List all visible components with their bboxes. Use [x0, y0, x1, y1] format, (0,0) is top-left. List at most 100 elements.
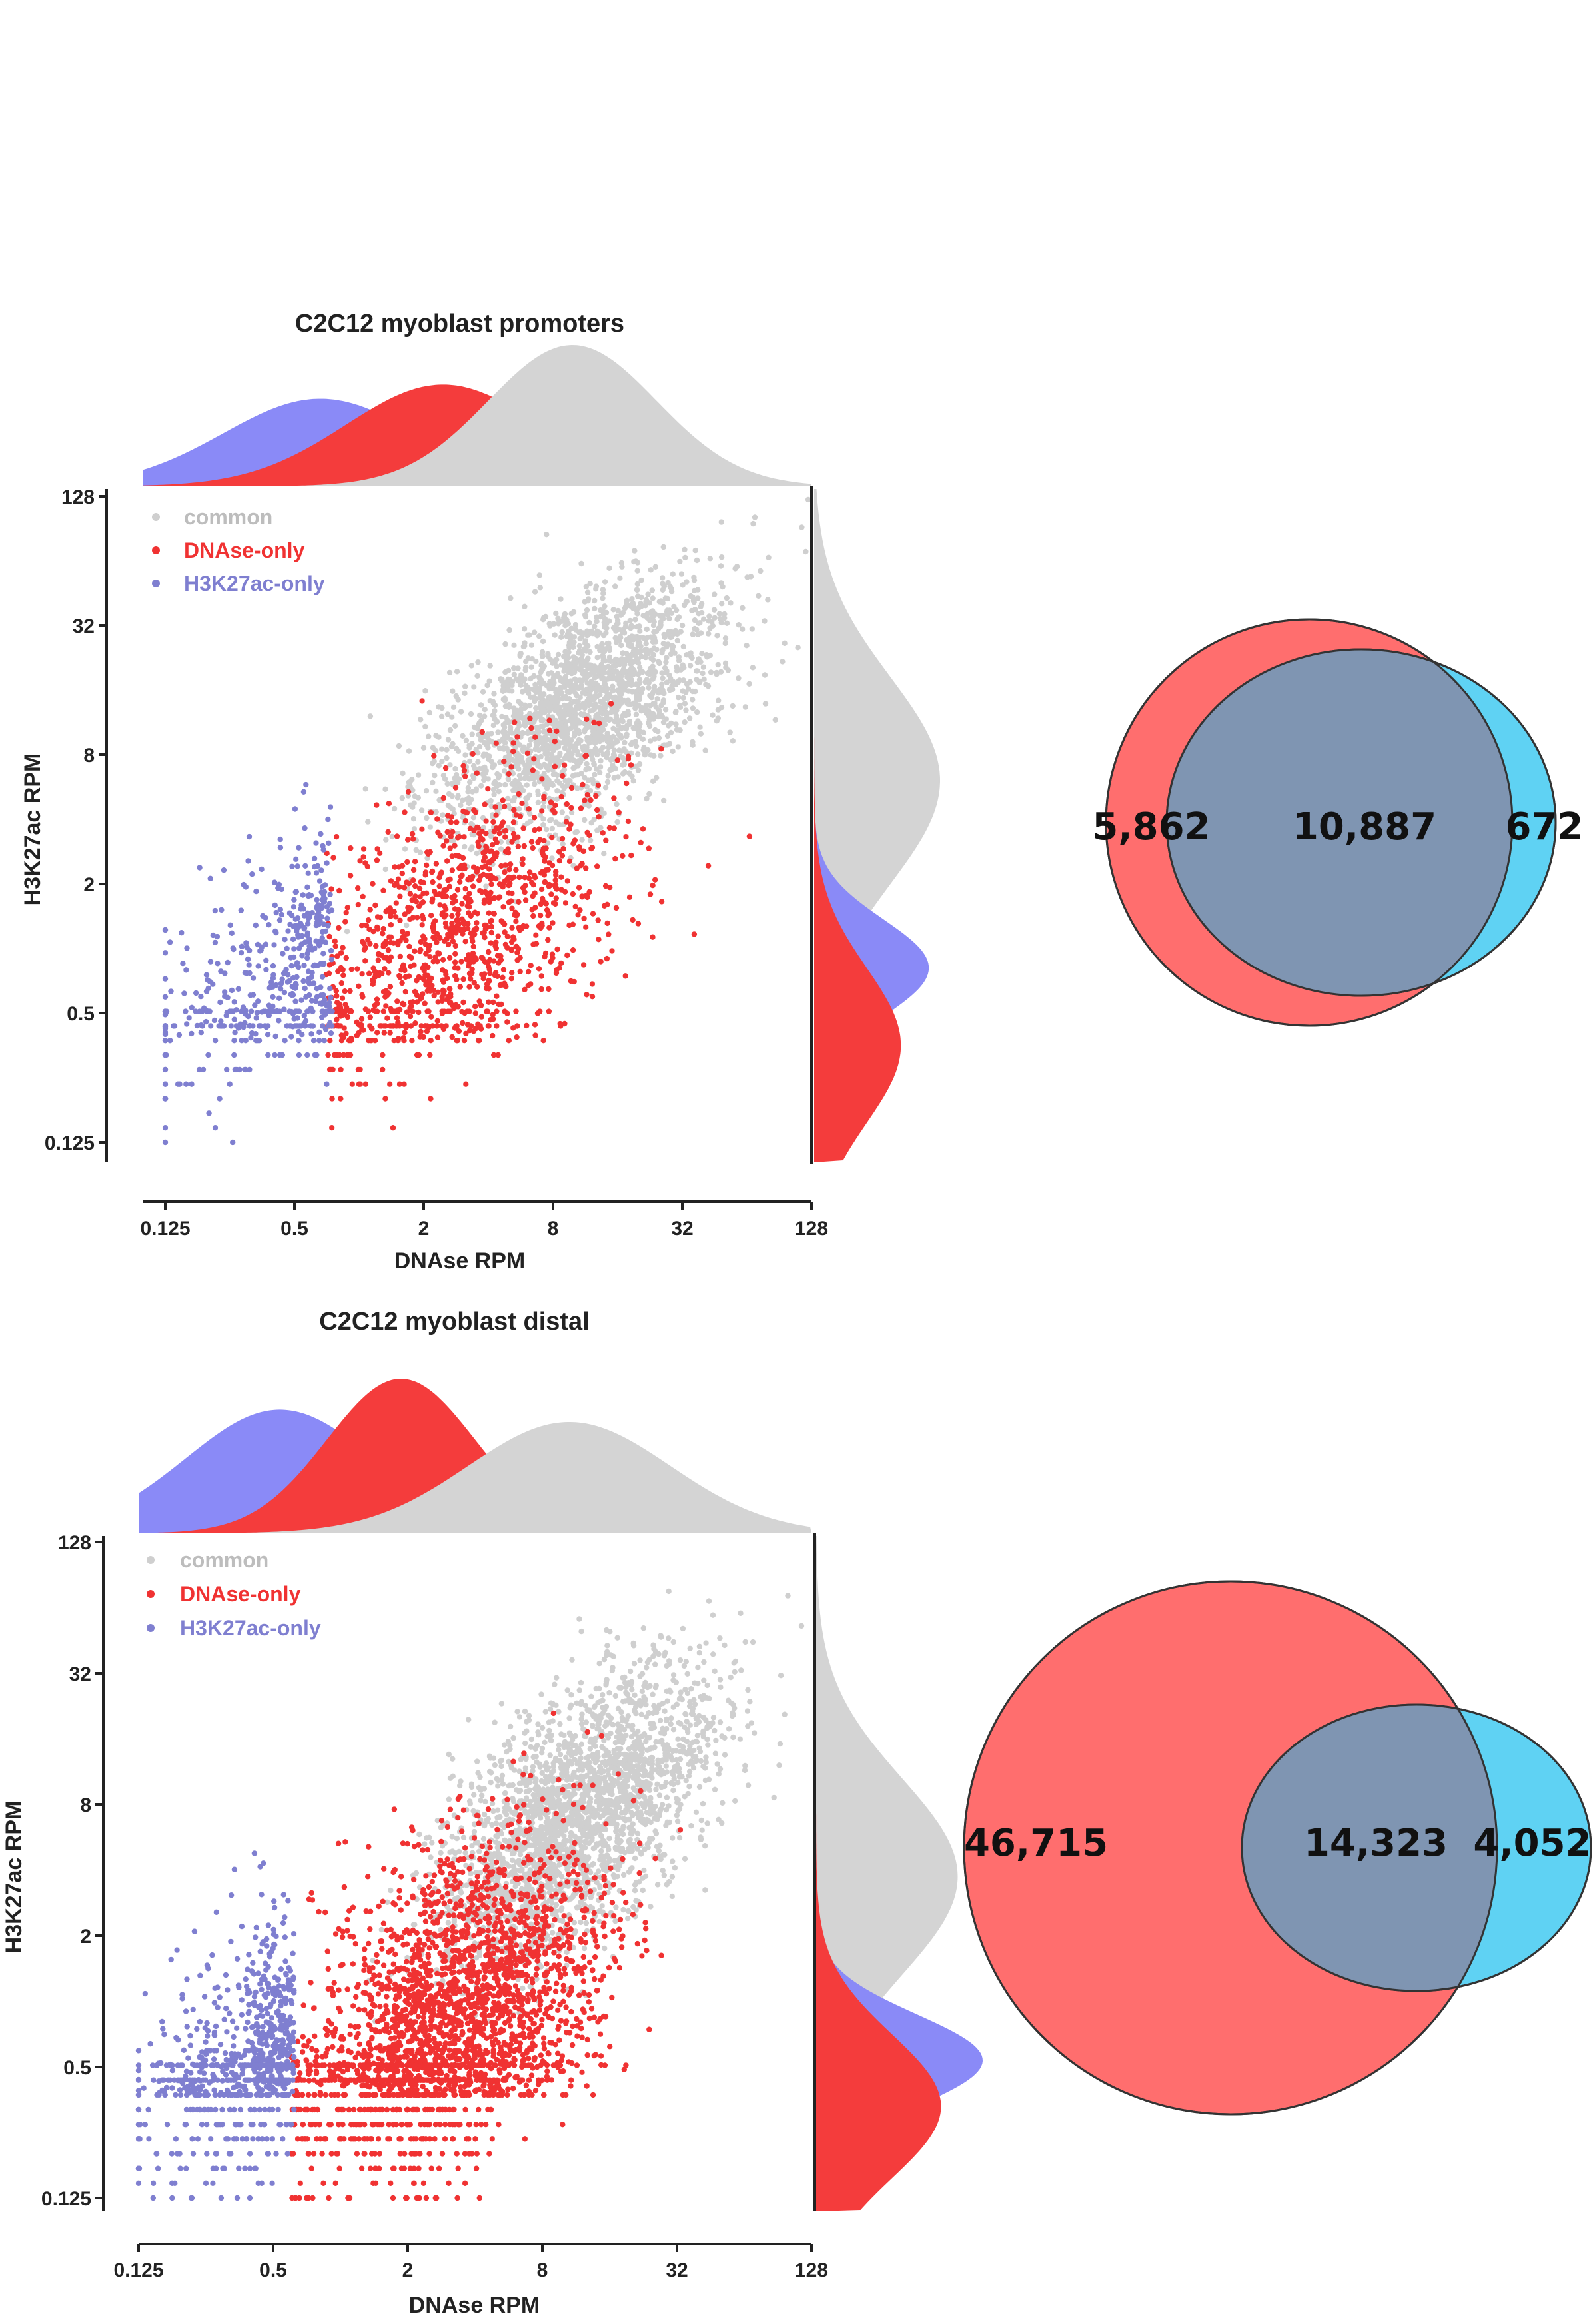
- scatter-point: [454, 976, 460, 982]
- scatter-point: [668, 675, 674, 681]
- scatter-point: [654, 1882, 661, 1888]
- scatter-point: [298, 933, 305, 939]
- scatter-point: [374, 857, 380, 863]
- scatter-point: [194, 1022, 201, 1029]
- scatter-point: [532, 1022, 538, 1028]
- scatter-point: [572, 707, 578, 713]
- scatter-point: [445, 877, 451, 883]
- scatter-point: [638, 839, 644, 846]
- scatter-point: [485, 1023, 491, 1029]
- scatter-point: [664, 595, 671, 602]
- scatter-point: [476, 743, 483, 750]
- scatter-point: [440, 812, 446, 818]
- scatter-point: [702, 747, 708, 753]
- scatter-point: [611, 795, 617, 801]
- scatter-point: [388, 922, 394, 928]
- scatter-point: [546, 925, 552, 931]
- scatter-point: [180, 961, 186, 967]
- scatter-point: [450, 938, 456, 945]
- scatter-point: [682, 554, 688, 561]
- scatter-point: [690, 697, 696, 703]
- scatter-point: [725, 667, 732, 673]
- scatter-point: [674, 637, 680, 644]
- scatter-point: [564, 633, 570, 639]
- scatter-point: [277, 845, 284, 851]
- scatter-point: [474, 850, 480, 857]
- scatter-point: [569, 641, 576, 647]
- scatter-point: [483, 985, 490, 992]
- scatter-point: [550, 807, 556, 813]
- scatter-point: [543, 901, 549, 907]
- scatter-point: [587, 682, 593, 689]
- scatter-point: [669, 1874, 676, 1880]
- scatter-point: [732, 566, 738, 572]
- scatter-point: [701, 1659, 707, 1665]
- scatter-point: [508, 976, 514, 982]
- scatter-point: [592, 771, 598, 778]
- scatter-point: [718, 580, 724, 586]
- scatter-point: [558, 634, 564, 640]
- scatter-point: [620, 666, 627, 672]
- scatter-point: [736, 622, 742, 628]
- scatter-point: [615, 620, 621, 626]
- scatter-point: [634, 568, 640, 574]
- scatter-point: [535, 726, 541, 733]
- scatter-point: [287, 921, 293, 928]
- scatter-point: [670, 1672, 677, 1678]
- scatter-point: [727, 729, 733, 735]
- scatter-point: [587, 735, 594, 741]
- scatter-point: [446, 955, 453, 961]
- scatter-point: [419, 922, 425, 928]
- scatter-point: [584, 761, 590, 767]
- scatter-point: [493, 939, 499, 945]
- scatter-point: [585, 665, 591, 671]
- scatter-point: [538, 753, 544, 760]
- scatter-point: [247, 1022, 253, 1029]
- scatter-point: [583, 767, 589, 773]
- scatter-point: [668, 720, 674, 727]
- scatter-point: [522, 603, 528, 609]
- scatter-point: [664, 655, 670, 661]
- scatter-point: [253, 1015, 259, 1021]
- scatter-point: [459, 901, 465, 907]
- scatter-point: [718, 619, 724, 626]
- scatter-point: [507, 725, 514, 731]
- scatter-point: [349, 1081, 355, 1087]
- scatter-point: [546, 717, 552, 723]
- scatter-point: [568, 809, 575, 816]
- scatter-point: [546, 883, 552, 889]
- scatter-point: [355, 885, 361, 891]
- scatter-point: [460, 920, 466, 926]
- scatter-point: [582, 817, 588, 823]
- scatter-point: [650, 701, 656, 707]
- scatter-point: [219, 907, 225, 913]
- scatter-point: [422, 1023, 428, 1029]
- scatter-point: [591, 817, 597, 823]
- scatter-point: [669, 683, 675, 689]
- scatter-point: [656, 599, 662, 605]
- scatter-point: [614, 801, 620, 807]
- scatter-point: [488, 889, 494, 896]
- scatter-point: [697, 678, 703, 685]
- scatter-point: [518, 755, 524, 761]
- scatter-point: [298, 997, 304, 1003]
- marginal-y-common: [814, 489, 940, 1162]
- scatter-point: [712, 1750, 719, 1756]
- scatter-point: [548, 891, 554, 897]
- scatter-point: [547, 758, 554, 764]
- scatter-point: [383, 837, 389, 843]
- scatter-point: [402, 809, 408, 815]
- scatter-point: [803, 548, 809, 555]
- scatter-point: [576, 685, 582, 691]
- scatter-point: [606, 669, 612, 676]
- scatter-point: [183, 967, 189, 973]
- scatter-point: [612, 855, 618, 862]
- scatter-point: [306, 892, 312, 898]
- scatter-point: [402, 988, 408, 995]
- scatter-point: [396, 743, 402, 749]
- scatter-point: [656, 659, 662, 665]
- scatter-point: [522, 665, 529, 671]
- scatter-point: [549, 825, 555, 832]
- scatter-point: [559, 835, 566, 842]
